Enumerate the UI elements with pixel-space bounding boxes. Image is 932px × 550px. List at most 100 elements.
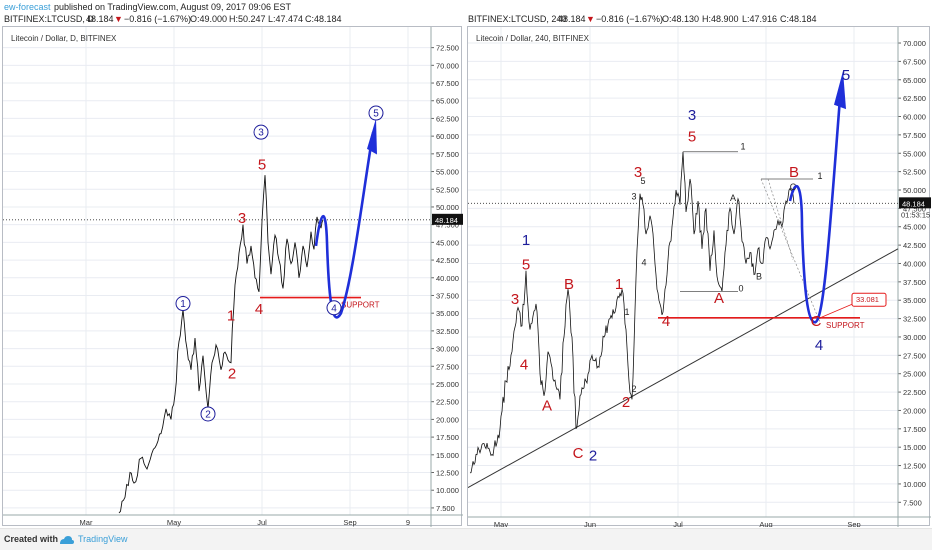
wave-label-circle (368, 105, 384, 121)
x-tick-label: Aug (759, 520, 772, 527)
right-change: −0.816 (−1.67%) (596, 14, 664, 24)
wave-label: 4 (331, 303, 337, 314)
projection-path (788, 98, 842, 324)
y-tick-label: 32.500 (903, 315, 926, 324)
wave-label: B (756, 272, 762, 282)
y-tick-label: 27.500 (903, 351, 926, 360)
y-tick-label: 67.500 (903, 57, 926, 66)
wave-label: 5 (258, 156, 266, 173)
wave-label: 1 (740, 142, 745, 152)
wave-label: 1 (180, 299, 186, 310)
wave-label: C (573, 445, 584, 462)
y-tick-label: 27.500 (436, 362, 459, 371)
y-tick-label: 55.000 (436, 168, 459, 177)
y-tick-label: 20.000 (436, 415, 459, 424)
footer: Created with TradingView (0, 528, 932, 550)
y-tick-label: 22.500 (436, 398, 459, 407)
wave-label: 3 (238, 210, 246, 227)
y-tick-label: 50.000 (903, 186, 926, 195)
y-tick-label: 65.000 (436, 97, 459, 106)
projection-arrowhead (834, 70, 846, 110)
left-low: L:47.474 (268, 14, 304, 24)
last-price-box (899, 197, 931, 209)
h4-chart[interactable]: 70.00067.50065.00062.50060.00057.50055.0… (468, 27, 931, 527)
left-symbol: BITFINEX:LTCUSD, D (4, 14, 94, 24)
x-tick-label: Jul (673, 520, 683, 527)
wave-label-circle (200, 406, 216, 422)
y-tick-label: 7.500 (903, 498, 922, 507)
wave-label: B (564, 276, 574, 293)
left-close: C:48.184 (305, 14, 342, 24)
daily-chart[interactable]: 72.50070.00067.50065.00062.50060.00057.5… (3, 27, 463, 527)
wave-label: 1 (615, 276, 623, 293)
y-tick-label: 52.500 (436, 185, 459, 194)
chart-title: Litecoin / Dollar, 240, BITFINEX (476, 34, 590, 43)
y-tick-label: 22.500 (903, 388, 926, 397)
wave-label: 5 (640, 176, 645, 186)
y-tick-label: 17.500 (903, 425, 926, 434)
wave-label: 3 (258, 128, 264, 139)
support-label: SUPPORT (826, 321, 865, 330)
wave-label: A (730, 193, 736, 203)
y-tick-label: 55.000 (903, 149, 926, 158)
y-tick-label: 62.500 (436, 114, 459, 123)
y-tick-label: 50.000 (436, 203, 459, 212)
wave-label: 4 (662, 313, 670, 330)
y-tick-label: 42.500 (903, 241, 926, 250)
y-tick-label: 40.000 (903, 259, 926, 268)
left-high: H:50.247 (229, 14, 266, 24)
wave-label: 2 (228, 365, 236, 382)
right-high: H:48.900 (702, 14, 739, 24)
wave-label: 2 (205, 409, 211, 420)
wave-label: 5 (842, 67, 850, 84)
y-tick-label: 15.000 (436, 451, 459, 460)
wave-label: 2 (589, 447, 597, 464)
y-tick-label: 47.500 (436, 221, 459, 230)
chart-title: Litecoin / Dollar, D, BITFINEX (11, 34, 117, 43)
right-low: L:47.916 (742, 14, 778, 24)
tradingview-logo-icon (60, 536, 74, 544)
wave-label-circle (175, 296, 191, 312)
wave-label: 1 (624, 307, 629, 317)
right-open: O:48.130 (662, 14, 700, 24)
wave-label: 0 (738, 283, 743, 293)
trend-line (468, 248, 899, 489)
y-tick-label: 65.000 (903, 76, 926, 85)
author-link[interactable]: ew-forecast (4, 2, 51, 12)
h4-chart-panel[interactable]: 70.000 67.500 65.000 62.500 60.000 57.500 55.0… (467, 26, 931, 527)
y-tick-label: 25.000 (903, 370, 926, 379)
y-tick-label: 15.000 (903, 443, 926, 452)
y-tick-label: 10.000 (436, 486, 459, 495)
last-price-label: 48.184 (902, 199, 925, 208)
y-tick-label: 32.500 (436, 327, 459, 336)
left-change: −0.816 (−1.67%) (124, 14, 192, 24)
wave-label: 4 (520, 356, 528, 373)
x-tick-label: Jun (584, 520, 596, 527)
wave-label: 3 (688, 107, 696, 124)
y-tick-label: 42.500 (436, 256, 459, 265)
x-tick-label: Sep (847, 520, 860, 527)
y-tick-label: 60.000 (903, 113, 926, 122)
tradingview-brand[interactable]: TradingView (78, 534, 128, 544)
countdown-label: 01:53:15 (901, 210, 930, 219)
right-symbol: BITFINEX:LTCUSD, 240 (468, 14, 567, 24)
x-tick-label: 9 (406, 518, 410, 527)
published-text: published on TradingView.com, August 09,… (54, 2, 291, 12)
y-tick-label: 60.000 (436, 132, 459, 141)
y-tick-label: 62.500 (903, 94, 926, 103)
y-tick-label: 37.500 (436, 291, 459, 300)
right-close: C:48.184 (780, 14, 817, 24)
y-tick-label: 57.500 (436, 150, 459, 159)
support-label: SUPPORT (341, 301, 380, 310)
wave-label: C (811, 313, 822, 330)
last-price-box (432, 213, 463, 225)
price-series (469, 151, 795, 474)
daily-chart-panel[interactable]: 72.500 70.000 67.500 65.000 62.500 60.000 57.5… (2, 26, 463, 527)
x-tick-label: Sep (343, 518, 356, 527)
y-tick-label: 35.000 (903, 296, 926, 305)
y-tick-label: 57.500 (903, 131, 926, 140)
wave-label: 1 (522, 232, 530, 249)
wave-label-circle (253, 124, 269, 140)
y-tick-label: 12.500 (903, 462, 926, 471)
left-down-arrow-icon: ▼ (114, 14, 123, 24)
